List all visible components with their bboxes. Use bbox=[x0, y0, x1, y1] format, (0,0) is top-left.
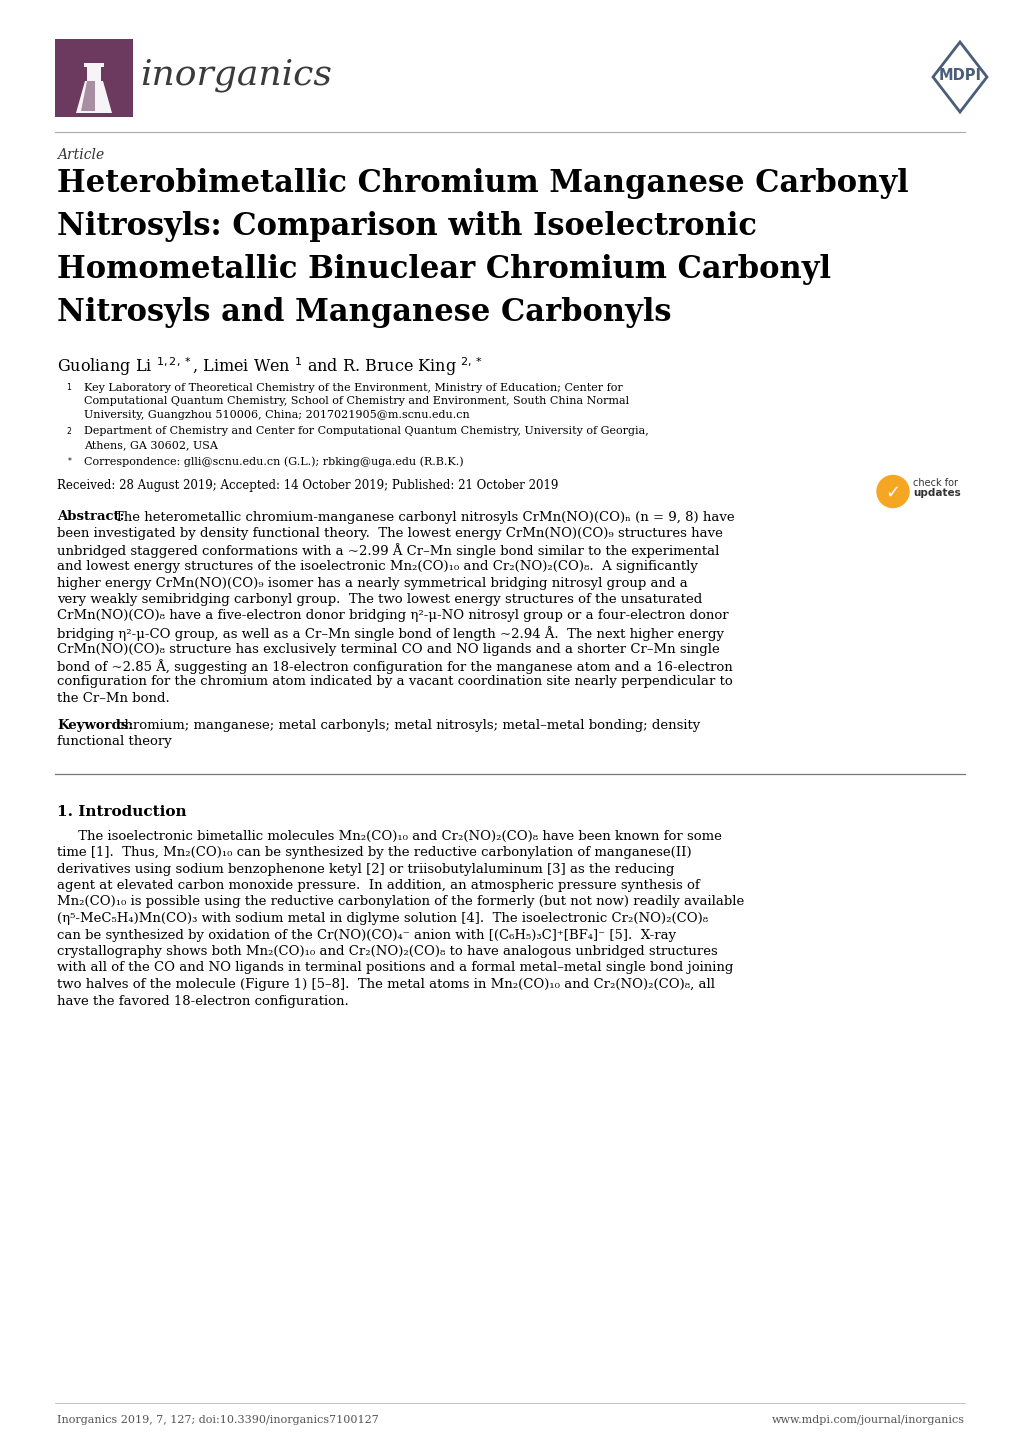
Text: derivatives using sodium benzophenone ketyl [2] or triisobutylaluminum [3] as th: derivatives using sodium benzophenone ke… bbox=[57, 862, 674, 875]
Text: can be synthesized by oxidation of the Cr(NO)(CO)₄⁻ anion with [(C₆H₅)₃C]⁺[BF₄]⁻: can be synthesized by oxidation of the C… bbox=[57, 929, 676, 942]
Text: very weakly semibridging carbonyl group.  The two lowest energy structures of th: very weakly semibridging carbonyl group.… bbox=[57, 593, 701, 606]
Text: Department of Chemistry and Center for Computational Quantum Chemistry, Universi: Department of Chemistry and Center for C… bbox=[84, 427, 648, 437]
Text: been investigated by density functional theory.  The lowest energy CrMn(NO)(CO)₉: been investigated by density functional … bbox=[57, 526, 722, 539]
Text: $^*$: $^*$ bbox=[66, 457, 73, 467]
Text: the Cr–Mn bond.: the Cr–Mn bond. bbox=[57, 692, 169, 705]
Text: higher energy CrMn(NO)(CO)₉ isomer has a nearly symmetrical bridging nitrosyl gr: higher energy CrMn(NO)(CO)₉ isomer has a… bbox=[57, 577, 687, 590]
Text: The isoelectronic bimetallic molecules Mn₂(CO)₁₀ and Cr₂(NO)₂(CO)₈ have been kno: The isoelectronic bimetallic molecules M… bbox=[57, 829, 721, 842]
Text: Keywords:: Keywords: bbox=[57, 718, 133, 731]
Text: agent at elevated carbon monoxide pressure.  In addition, an atmospheric pressur: agent at elevated carbon monoxide pressu… bbox=[57, 880, 699, 893]
Text: CrMn(NO)(CO)₈ have a five-electron donor bridging η²-μ-NO nitrosyl group or a fo: CrMn(NO)(CO)₈ have a five-electron donor… bbox=[57, 610, 728, 623]
Polygon shape bbox=[76, 81, 112, 112]
Text: Nitrosyls: Comparison with Isoelectronic: Nitrosyls: Comparison with Isoelectronic bbox=[57, 211, 756, 242]
Text: University, Guangzhou 510006, China; 2017021905@m.scnu.edu.cn: University, Guangzhou 510006, China; 201… bbox=[84, 410, 470, 420]
Text: CrMn(NO)(CO)₈ structure has exclusively terminal CO and NO ligands and a shorter: CrMn(NO)(CO)₈ structure has exclusively … bbox=[57, 643, 719, 656]
Text: Correspondence: glli@scnu.edu.cn (G.L.); rbking@uga.edu (R.B.K.): Correspondence: glli@scnu.edu.cn (G.L.);… bbox=[84, 457, 464, 467]
Text: Received: 28 August 2019; Accepted: 14 October 2019; Published: 21 October 2019: Received: 28 August 2019; Accepted: 14 O… bbox=[57, 479, 557, 492]
Text: two halves of the molecule (Figure 1) [5–8].  The metal atoms in Mn₂(CO)₁₀ and C: two halves of the molecule (Figure 1) [5… bbox=[57, 978, 714, 991]
Text: (η⁵-MeC₅H₄)Mn(CO)₃ with sodium metal in diglyme solution [4].  The isoelectronic: (η⁵-MeC₅H₄)Mn(CO)₃ with sodium metal in … bbox=[57, 911, 707, 924]
Text: Heterobimetallic Chromium Manganese Carbonyl: Heterobimetallic Chromium Manganese Carb… bbox=[57, 169, 908, 199]
Text: functional theory: functional theory bbox=[57, 735, 171, 748]
Polygon shape bbox=[87, 66, 101, 81]
Text: Inorganics 2019, 7, 127; doi:10.3390/inorganics7100127: Inorganics 2019, 7, 127; doi:10.3390/ino… bbox=[57, 1415, 378, 1425]
Text: $^1$: $^1$ bbox=[66, 384, 72, 394]
Text: chromium; manganese; metal carbonyls; metal nitrosyls; metal–metal bonding; dens: chromium; manganese; metal carbonyls; me… bbox=[117, 718, 700, 731]
Text: 1. Introduction: 1. Introduction bbox=[57, 806, 186, 819]
Circle shape bbox=[876, 476, 908, 508]
FancyBboxPatch shape bbox=[55, 39, 132, 117]
Text: updates: updates bbox=[912, 487, 960, 497]
Text: bridging η²-μ-CO group, as well as a Cr–Mn single bond of length ~2.94 Å.  The n: bridging η²-μ-CO group, as well as a Cr–… bbox=[57, 626, 723, 640]
Text: Mn₂(CO)₁₀ is possible using the reductive carbonylation of the formerly (but not: Mn₂(CO)₁₀ is possible using the reductiv… bbox=[57, 895, 744, 908]
Text: time [1].  Thus, Mn₂(CO)₁₀ can be synthesized by the reductive carbonylation of : time [1]. Thus, Mn₂(CO)₁₀ can be synthes… bbox=[57, 846, 691, 859]
Polygon shape bbox=[81, 81, 95, 111]
Text: bond of ~2.85 Å, suggesting an 18-electron configuration for the manganese atom : bond of ~2.85 Å, suggesting an 18-electr… bbox=[57, 659, 732, 673]
Text: inorganics: inorganics bbox=[140, 58, 331, 92]
Text: Computational Quantum Chemistry, School of Chemistry and Environment, South Chin: Computational Quantum Chemistry, School … bbox=[84, 397, 629, 407]
Text: ✓: ✓ bbox=[884, 483, 900, 502]
Text: Key Laboratory of Theoretical Chemistry of the Environment, Ministry of Educatio: Key Laboratory of Theoretical Chemistry … bbox=[84, 384, 623, 394]
Polygon shape bbox=[84, 63, 104, 66]
Text: MDPI: MDPI bbox=[937, 68, 980, 84]
Text: Guoliang Li $^{1,2,*}$, Limei Wen $^1$ and R. Bruce King $^{2,*}$: Guoliang Li $^{1,2,*}$, Limei Wen $^1$ a… bbox=[57, 355, 482, 378]
Text: Abstract:: Abstract: bbox=[57, 510, 124, 523]
Text: check for: check for bbox=[912, 477, 957, 487]
Text: Nitrosyls and Manganese Carbonyls: Nitrosyls and Manganese Carbonyls bbox=[57, 297, 671, 327]
Text: with all of the CO and NO ligands in terminal positions and a formal metal–metal: with all of the CO and NO ligands in ter… bbox=[57, 962, 733, 975]
Text: Athens, GA 30602, USA: Athens, GA 30602, USA bbox=[84, 440, 218, 450]
Text: The heterometallic chromium-manganese carbonyl nitrosyls CrMn(NO)(CO)ₙ (n = 9, 8: The heterometallic chromium-manganese ca… bbox=[115, 510, 734, 523]
Text: have the favored 18-electron configuration.: have the favored 18-electron configurati… bbox=[57, 995, 348, 1008]
Text: unbridged staggered conformations with a ~2.99 Å Cr–Mn single bond similar to th: unbridged staggered conformations with a… bbox=[57, 544, 718, 558]
Text: Article: Article bbox=[57, 149, 104, 162]
Text: $^2$: $^2$ bbox=[66, 427, 72, 437]
Text: and lowest energy structures of the isoelectronic Mn₂(CO)₁₀ and Cr₂(NO)₂(CO)₈.  : and lowest energy structures of the isoe… bbox=[57, 559, 697, 572]
Text: configuration for the chromium atom indicated by a vacant coordination site near: configuration for the chromium atom indi… bbox=[57, 675, 732, 688]
Text: crystallography shows both Mn₂(CO)₁₀ and Cr₂(NO)₂(CO)₈ to have analogous unbridg: crystallography shows both Mn₂(CO)₁₀ and… bbox=[57, 945, 717, 957]
Text: Homometallic Binuclear Chromium Carbonyl: Homometallic Binuclear Chromium Carbonyl bbox=[57, 254, 830, 286]
Text: www.mdpi.com/journal/inorganics: www.mdpi.com/journal/inorganics bbox=[771, 1415, 964, 1425]
